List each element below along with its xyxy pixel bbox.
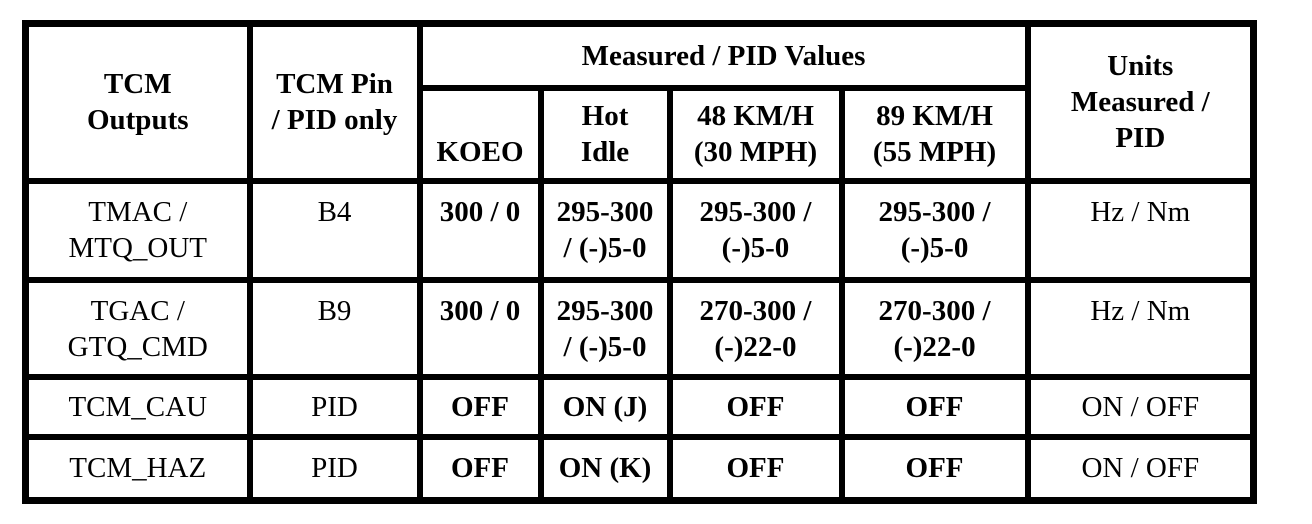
table-cell: Hz / Nm <box>1024 177 1257 283</box>
table-row: TCM_CAU PID OFF ON (J) OFF OFF ON / OFF <box>22 373 1257 440</box>
table-cell: B4 <box>246 177 423 283</box>
table-cell: OFF <box>416 433 544 504</box>
header-row: KOEO Hot Idle 48 KM/H (30 MPH) 89 KM/H (… <box>26 84 1254 184</box>
header-cell: Hot Idle <box>537 84 673 184</box>
table-cell: ON (K) <box>537 433 673 504</box>
header-cell: 89 KM/H (55 MPH) <box>838 84 1031 184</box>
table-cell: PID <box>246 433 423 504</box>
table-cell: 300 / 0 <box>416 177 544 283</box>
table-cell: OFF <box>838 373 1031 440</box>
table-row: TGAC / GTQ_CMD B9 300 / 0 295-300 / (-)5-0 2… <box>22 276 1257 380</box>
header-group: Measured / PID Values <box>416 20 1031 91</box>
table-cell: 300 / 0 <box>416 276 544 380</box>
table-row: TCM_HAZ PID OFF ON (K) OFF OFF ON / OFF <box>22 433 1257 504</box>
table-cell: TCM_CAU <box>22 373 253 440</box>
table-cell: 270-300 / (-)22-0 <box>666 276 845 380</box>
table-cell: 270-300 / (-)22-0 <box>838 276 1031 380</box>
header-cell: Units Measured / PID <box>1024 20 1257 184</box>
table-cell: OFF <box>666 373 845 440</box>
table-cell: ON / OFF <box>1024 373 1257 440</box>
header-cell: TCM Outputs <box>22 20 253 184</box>
pid-table: TCM Outputs TCM Pin / PID only Measured … <box>22 20 1258 504</box>
table-cell: TCM_HAZ <box>22 433 253 504</box>
table-cell: Hz / Nm <box>1024 276 1257 380</box>
header-cell: 48 KM/H (30 MPH) <box>666 84 845 184</box>
table-cell: OFF <box>416 373 544 440</box>
header-cell: TCM Pin / PID only <box>246 20 423 184</box>
table-cell: TMAC / MTQ_OUT <box>22 177 253 283</box>
table-body: TMAC / MTQ_OUT B4 300 / 0 295-300 / (-)5-0 2… <box>22 177 1257 504</box>
table-cell: OFF <box>666 433 845 504</box>
table-cell: PID <box>246 373 423 440</box>
header-cell: KOEO <box>416 84 544 184</box>
table-cell: OFF <box>838 433 1031 504</box>
header-row: TCM Outputs TCM Pin / PID only Measured … <box>22 20 1257 184</box>
table-cell: 295-300 / (-)5-0 <box>537 276 673 380</box>
table-cell: 295-300 / (-)5-0 <box>537 177 673 283</box>
table-cell: ON (J) <box>537 373 673 440</box>
table-cell: B9 <box>246 276 423 380</box>
table-cell: TGAC / GTQ_CMD <box>22 276 253 380</box>
table-cell: ON / OFF <box>1024 433 1257 504</box>
table-cell: 295-300 / (-)5-0 <box>838 177 1031 283</box>
table-cell: 295-300 / (-)5-0 <box>666 177 845 283</box>
table-row: TMAC / MTQ_OUT B4 300 / 0 295-300 / (-)5-0 2… <box>22 177 1257 283</box>
